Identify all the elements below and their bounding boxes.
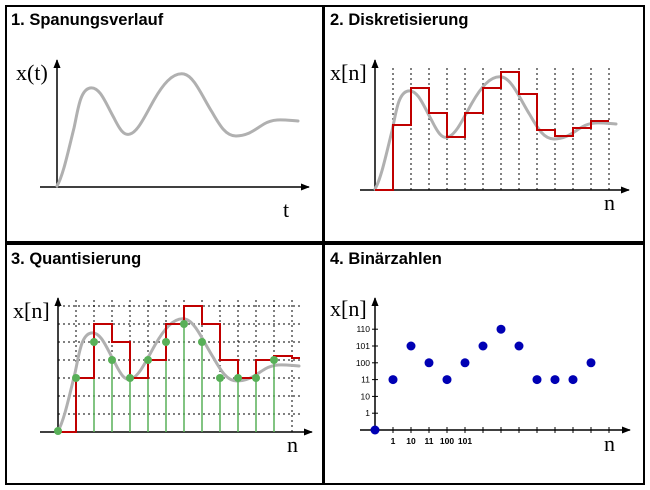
panel-2-x-label: n <box>604 190 615 215</box>
panel-3: x[n] n <box>13 297 313 457</box>
panel-2-title: 2. Diskretisierung <box>330 11 468 29</box>
binary-point <box>406 341 416 351</box>
panel-3-signal-curve <box>56 317 301 433</box>
panel-1-title: 1. Spanungsverlauf <box>11 11 164 29</box>
y-tick-label: 10 <box>361 391 371 401</box>
y-tick-label: 11 <box>361 375 370 385</box>
binary-point <box>550 375 560 385</box>
panel-2-signal-curve <box>373 75 618 191</box>
panel-2: x[n] n <box>330 59 630 215</box>
binary-point <box>478 341 488 351</box>
panel-3-y-label: x[n] <box>13 298 50 323</box>
binary-point <box>532 375 542 385</box>
panel-4-points <box>370 324 596 435</box>
panel-1-y-label: x(t) <box>16 60 48 85</box>
x-tick-label: 1 <box>391 436 396 446</box>
x-tick-label: 10 <box>406 436 416 446</box>
panel-2-y-label: x[n] <box>330 60 367 85</box>
panel-1-x-label: t <box>283 197 289 222</box>
y-tick-label: 100 <box>356 358 370 368</box>
binary-point <box>496 324 506 334</box>
x-tick-label: 100 <box>440 436 454 446</box>
panel-1-border <box>5 5 324 243</box>
y-tick-label: 1 <box>365 408 370 418</box>
y-tick-label: 101 <box>356 341 370 351</box>
binary-point <box>442 375 452 385</box>
panel-4-x-ticks: 1 10 11 100 101 <box>391 427 610 446</box>
panel-4-y-label: x[n] <box>330 296 367 321</box>
binary-point <box>370 425 380 435</box>
binary-point <box>424 358 434 368</box>
binary-point <box>568 375 578 385</box>
panel-3-quantized-steps <box>58 305 300 433</box>
binary-point <box>586 358 596 368</box>
panel-1-signal-curve <box>55 72 300 188</box>
panel-2-step-signal <box>375 71 609 191</box>
binary-point <box>514 341 524 351</box>
binary-point <box>460 358 470 368</box>
y-tick-label: 110 <box>356 324 370 334</box>
panel-1: x(t) t <box>16 59 310 222</box>
panel-4-border <box>323 243 645 485</box>
x-tick-label: 101 <box>458 436 472 446</box>
panel-3-title: 3. Quantisierung <box>11 250 141 268</box>
x-tick-label: 11 <box>425 436 434 446</box>
binary-point <box>388 375 398 385</box>
panel-4-x-label: n <box>604 431 615 456</box>
panel-4-title: 4. Binärzahlen <box>330 250 442 268</box>
panel-3-sample-points <box>54 320 278 435</box>
panel-3-x-label: n <box>287 432 298 457</box>
panel-2-border <box>323 5 645 243</box>
